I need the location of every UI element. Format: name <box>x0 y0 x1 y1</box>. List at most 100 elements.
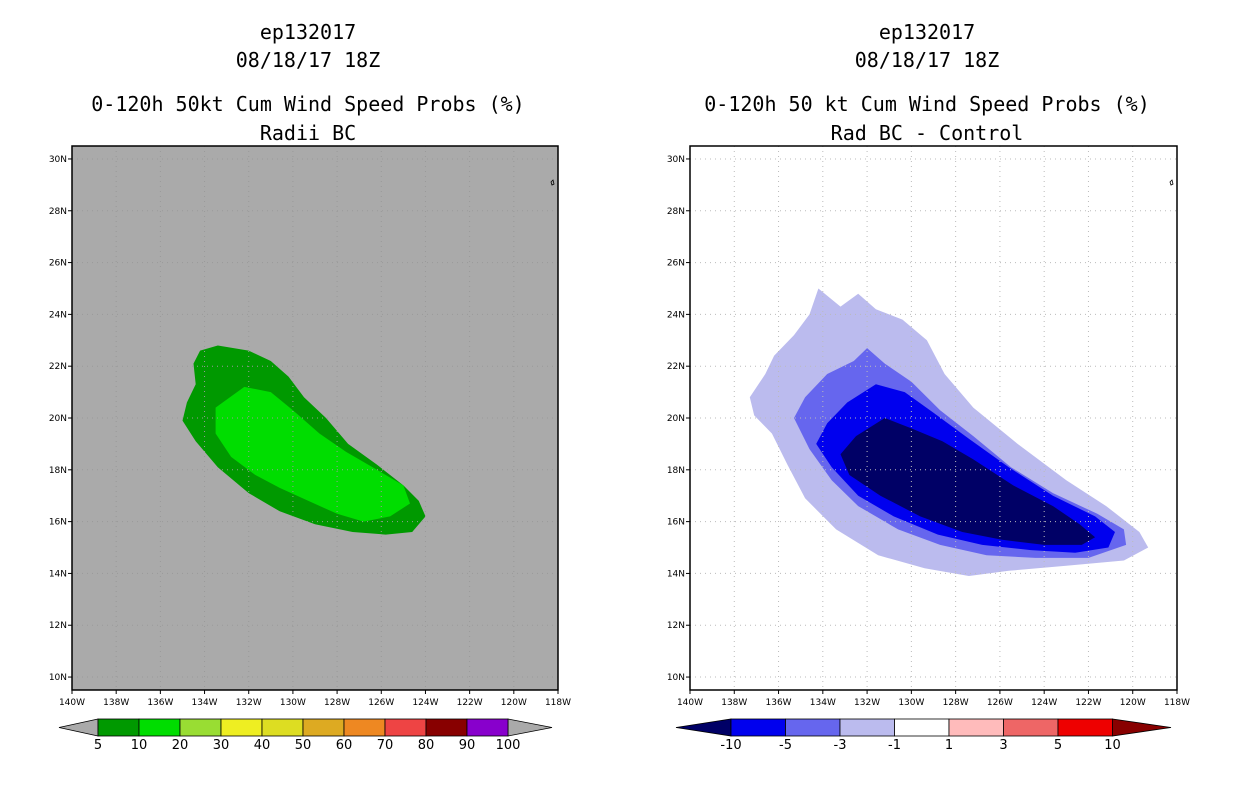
colorbar-left-arrow <box>675 718 732 737</box>
x-tick-label: 124W <box>412 698 438 708</box>
colorbar-right-arrow <box>507 718 553 737</box>
contour-< -10 <box>840 418 1096 545</box>
x-tick-label: 134W <box>810 698 836 708</box>
y-tick-label: 22N <box>667 362 685 372</box>
x-tick-label: 128W <box>943 698 969 708</box>
plot-frame <box>689 145 1178 691</box>
left-title: 0-120h 50kt Cum Wind Speed Probs (%) <box>91 92 525 116</box>
contour-group <box>182 345 426 535</box>
x-tick-label: 140W <box>677 698 703 708</box>
x-tick-label: 132W <box>854 698 880 708</box>
right-subtitle: Rad BC - Control <box>830 121 1024 145</box>
y-tick-label: 10N <box>667 673 685 683</box>
x-tick-label: 120W <box>501 698 527 708</box>
colorbar-label: 5 <box>1054 738 1062 753</box>
panel-1: 140W 138W 136W 134W 132W 130W 128W 126W 124W 122W… <box>667 145 1190 753</box>
y-tick-label: 26N <box>667 259 685 269</box>
y-tick-label: 12N <box>667 621 685 631</box>
y-tick-label: 18N <box>667 466 685 476</box>
x-tick-label: 118W <box>1164 698 1190 708</box>
x-tick-label: 120W <box>1120 698 1146 708</box>
x-tick-label: 140W <box>59 698 85 708</box>
colorbar-label: 10 <box>131 738 148 753</box>
colorbar-label: 60 <box>336 738 353 753</box>
x-tick-label: 126W <box>987 698 1013 708</box>
y-tick-label: 12N <box>49 621 67 631</box>
colorbar-label: -1 <box>888 738 901 753</box>
contour-group <box>749 288 1149 576</box>
colorbar-swatch <box>730 718 786 737</box>
y-tick-label: 22N <box>49 362 67 372</box>
colorbar-swatch <box>179 718 222 737</box>
colorbar-label: -5 <box>779 738 792 753</box>
colorbar-swatch <box>948 718 1004 737</box>
right-date: 08/18/17 18Z <box>854 48 1000 72</box>
x-tick-label: 136W <box>147 698 173 708</box>
x-tick-label: 124W <box>1031 698 1057 708</box>
y-tick-label: 14N <box>49 569 67 579</box>
colorbar: 5 10 20 30 40 50 60 70 80 90 100 <box>58 718 553 753</box>
y-tick-label: 16N <box>667 518 685 528</box>
plot-frame <box>71 145 559 691</box>
colorbar-label: 100 <box>496 738 521 753</box>
y-tick-label: 28N <box>49 207 67 217</box>
x-tick-label: 122W <box>457 698 483 708</box>
colorbar-label: 1 <box>945 738 953 753</box>
y-tick-label: 16N <box>49 518 67 528</box>
y-tick-label: 18N <box>49 466 67 476</box>
colorbar-swatch <box>425 718 468 737</box>
y-tick-label: 20N <box>49 414 67 424</box>
x-tick-label: 130W <box>898 698 924 708</box>
colorbar-label: 50 <box>295 738 312 753</box>
y-tick-label: 28N <box>667 207 685 217</box>
colorbar-swatch <box>261 718 304 737</box>
left-subtitle: Radii BC <box>259 121 357 145</box>
colorbar-swatch <box>220 718 263 737</box>
x-tick-label: 128W <box>324 698 350 708</box>
colorbar-label: 20 <box>172 738 189 753</box>
left-storm-id: ep132017 <box>259 20 357 44</box>
colorbar-swatch <box>1003 718 1059 737</box>
contour-10-20 <box>215 386 410 522</box>
colorbar-swatch <box>1057 718 1113 737</box>
y-tick-label: 20N <box>667 414 685 424</box>
y-tick-label: 30N <box>667 155 685 165</box>
colorbar-label: 30 <box>213 738 230 753</box>
x-tick-label: 136W <box>766 698 792 708</box>
island-outline <box>1169 179 1174 186</box>
right-storm-id: ep132017 <box>878 20 976 44</box>
y-tick-label: 10N <box>49 673 67 683</box>
panel-0: 140W 138W 136W 134W 132W 130W 128W 126W 124W 122W… <box>49 145 571 753</box>
colorbar-swatch <box>138 718 181 737</box>
colorbar-swatch <box>384 718 427 737</box>
colorbar-label: -10 <box>720 738 741 753</box>
y-tick-label: 24N <box>49 310 67 320</box>
colorbar-label: 5 <box>94 738 102 753</box>
colorbar-swatch <box>785 718 841 737</box>
colorbar-label: 80 <box>418 738 435 753</box>
x-tick-label: 134W <box>192 698 218 708</box>
colorbar-label: -3 <box>834 738 847 753</box>
colorbar-swatch <box>894 718 950 737</box>
colorbar-right-arrow <box>1112 718 1172 737</box>
colorbar-label: 3 <box>999 738 1007 753</box>
colorbar-swatch <box>302 718 345 737</box>
x-tick-label: 126W <box>368 698 394 708</box>
colorbar-swatch <box>466 718 509 737</box>
colorbar-left-arrow <box>58 718 99 737</box>
island-outline <box>550 179 555 186</box>
x-tick-label: 138W <box>103 698 129 708</box>
y-tick-label: 30N <box>49 155 67 165</box>
x-tick-label: 138W <box>721 698 747 708</box>
colorbar-label: 90 <box>459 738 476 753</box>
x-tick-label: 122W <box>1075 698 1101 708</box>
x-tick-label: 132W <box>236 698 262 708</box>
colorbar-label: 10 <box>1104 738 1121 753</box>
right-title: 0-120h 50 kt Cum Wind Speed Probs (%) <box>704 92 1150 116</box>
y-tick-label: 26N <box>49 259 67 269</box>
colorbar-swatch <box>343 718 386 737</box>
colorbar-label: 70 <box>377 738 394 753</box>
x-tick-label: 130W <box>280 698 306 708</box>
x-tick-label: 118W <box>545 698 571 708</box>
